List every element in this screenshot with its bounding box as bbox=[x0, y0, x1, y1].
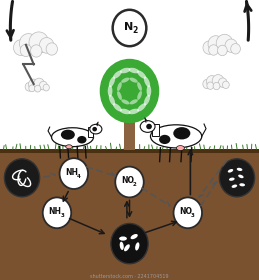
Circle shape bbox=[115, 167, 144, 197]
Ellipse shape bbox=[239, 183, 245, 186]
Ellipse shape bbox=[232, 185, 237, 188]
Circle shape bbox=[13, 40, 28, 55]
Ellipse shape bbox=[121, 78, 130, 83]
Ellipse shape bbox=[137, 91, 142, 100]
Ellipse shape bbox=[150, 125, 202, 148]
Circle shape bbox=[222, 81, 229, 88]
Ellipse shape bbox=[120, 68, 131, 73]
Circle shape bbox=[219, 159, 255, 197]
Ellipse shape bbox=[77, 136, 87, 144]
Ellipse shape bbox=[108, 85, 112, 97]
Polygon shape bbox=[0, 149, 259, 153]
Ellipse shape bbox=[117, 82, 122, 91]
Ellipse shape bbox=[159, 135, 170, 144]
Circle shape bbox=[34, 85, 41, 92]
Circle shape bbox=[216, 34, 233, 52]
Ellipse shape bbox=[117, 91, 122, 100]
Circle shape bbox=[43, 84, 49, 91]
Ellipse shape bbox=[128, 68, 139, 73]
Circle shape bbox=[218, 78, 227, 87]
Ellipse shape bbox=[109, 95, 115, 106]
Text: NH: NH bbox=[66, 168, 78, 177]
Circle shape bbox=[218, 45, 227, 56]
Ellipse shape bbox=[113, 70, 122, 79]
Ellipse shape bbox=[90, 124, 102, 134]
Text: 3: 3 bbox=[191, 213, 195, 218]
Text: 2: 2 bbox=[133, 182, 136, 187]
Text: NO: NO bbox=[121, 176, 134, 185]
Ellipse shape bbox=[92, 127, 97, 131]
FancyBboxPatch shape bbox=[124, 116, 135, 150]
Ellipse shape bbox=[144, 76, 150, 87]
FancyBboxPatch shape bbox=[153, 124, 159, 136]
Ellipse shape bbox=[124, 244, 130, 251]
Circle shape bbox=[225, 39, 237, 52]
Circle shape bbox=[46, 43, 57, 55]
Circle shape bbox=[111, 223, 148, 264]
Circle shape bbox=[203, 41, 215, 54]
Ellipse shape bbox=[120, 242, 124, 250]
Text: NH: NH bbox=[49, 207, 62, 216]
Ellipse shape bbox=[130, 99, 138, 104]
Ellipse shape bbox=[137, 103, 146, 112]
Text: NO: NO bbox=[179, 207, 192, 216]
Ellipse shape bbox=[135, 242, 139, 251]
Ellipse shape bbox=[121, 99, 130, 104]
Circle shape bbox=[203, 79, 212, 89]
Circle shape bbox=[31, 45, 42, 57]
Ellipse shape bbox=[229, 178, 235, 181]
Text: 4: 4 bbox=[77, 174, 81, 179]
Circle shape bbox=[212, 74, 224, 87]
Circle shape bbox=[39, 81, 47, 90]
Ellipse shape bbox=[146, 124, 152, 129]
Circle shape bbox=[208, 36, 224, 52]
Ellipse shape bbox=[120, 109, 131, 114]
Ellipse shape bbox=[237, 168, 242, 171]
Circle shape bbox=[29, 85, 35, 92]
Circle shape bbox=[25, 83, 33, 91]
Circle shape bbox=[209, 45, 218, 55]
Circle shape bbox=[28, 79, 38, 90]
Ellipse shape bbox=[137, 82, 142, 91]
Ellipse shape bbox=[119, 236, 127, 241]
Circle shape bbox=[207, 82, 214, 89]
Ellipse shape bbox=[109, 76, 115, 87]
Ellipse shape bbox=[52, 128, 93, 147]
Polygon shape bbox=[0, 153, 259, 280]
Polygon shape bbox=[0, 0, 259, 153]
Ellipse shape bbox=[228, 169, 233, 172]
Circle shape bbox=[34, 78, 45, 90]
Text: shutterstock.com · 2241704519: shutterstock.com · 2241704519 bbox=[90, 274, 169, 279]
Ellipse shape bbox=[131, 234, 138, 239]
Ellipse shape bbox=[144, 95, 150, 106]
Circle shape bbox=[213, 82, 220, 90]
Ellipse shape bbox=[128, 109, 139, 114]
Ellipse shape bbox=[147, 85, 151, 97]
Ellipse shape bbox=[173, 127, 190, 139]
Circle shape bbox=[231, 44, 240, 54]
Ellipse shape bbox=[130, 78, 138, 83]
Ellipse shape bbox=[176, 146, 184, 151]
Text: N: N bbox=[124, 22, 133, 32]
Ellipse shape bbox=[238, 175, 244, 178]
Circle shape bbox=[19, 34, 38, 53]
Ellipse shape bbox=[140, 121, 155, 132]
Ellipse shape bbox=[61, 130, 75, 140]
Ellipse shape bbox=[66, 145, 72, 149]
Circle shape bbox=[43, 197, 71, 228]
Circle shape bbox=[29, 32, 49, 53]
FancyBboxPatch shape bbox=[88, 127, 93, 137]
Circle shape bbox=[206, 76, 217, 87]
Circle shape bbox=[20, 44, 32, 57]
Text: 3: 3 bbox=[60, 213, 64, 218]
Ellipse shape bbox=[137, 70, 146, 79]
Circle shape bbox=[4, 159, 40, 197]
Circle shape bbox=[60, 158, 88, 189]
Circle shape bbox=[113, 10, 146, 46]
Circle shape bbox=[174, 197, 202, 228]
Ellipse shape bbox=[113, 103, 122, 112]
Text: 2: 2 bbox=[133, 26, 138, 35]
Circle shape bbox=[39, 38, 54, 53]
Circle shape bbox=[100, 59, 159, 123]
